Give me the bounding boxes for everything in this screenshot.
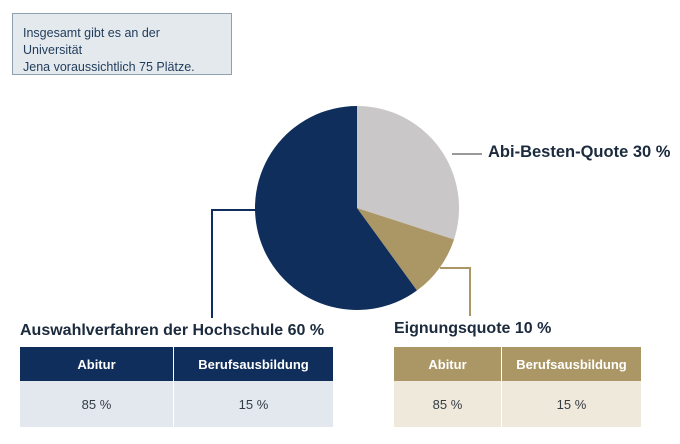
info-note-line2: Jena voraussichtlich 75 Plätze. (23, 60, 195, 74)
cell-berufsausbildung-value: 15 % (173, 381, 333, 427)
cell-abitur-value: 85 % (20, 381, 174, 427)
table-auswahlverfahren: Abitur Berufsausbildung 85 % 15 % (20, 347, 333, 427)
table-header-row: Abitur Berufsausbildung (20, 347, 333, 381)
table-header-row: Abitur Berufsausbildung (394, 347, 641, 381)
table-row: 85 % 15 % (394, 381, 641, 427)
label-eignungsquote: Eignungsquote 10 % (394, 320, 552, 337)
slice-auswahlverfahren (254, 105, 417, 311)
slice-abi-besten-quote (357, 106, 460, 240)
table-eignungsquote: Abitur Berufsausbildung 85 % 15 % (394, 347, 641, 427)
table-row: 85 % 15 % (20, 381, 333, 427)
cell-berufsausbildung-value: 15 % (501, 381, 641, 427)
header-berufsausbildung: Berufsausbildung (501, 347, 641, 381)
header-abitur: Abitur (20, 347, 174, 381)
slice-eignungsquote (357, 208, 455, 291)
leader-line-eignung (440, 267, 471, 316)
header-berufsausbildung: Berufsausbildung (173, 347, 333, 381)
leader-line-auswahl (211, 209, 256, 318)
header-abitur: Abitur (394, 347, 502, 381)
label-auswahlverfahren: Auswahlverfahren der Hochschule 60 % (20, 322, 325, 339)
cell-abitur-value: 85 % (394, 381, 502, 427)
info-note: Insgesamt gibt es an der Universität Jen… (12, 13, 232, 75)
info-note-line1: Insgesamt gibt es an der Universität (23, 26, 160, 57)
label-abi-besten-quote: Abi-Besten-Quote 30 % (488, 143, 671, 161)
